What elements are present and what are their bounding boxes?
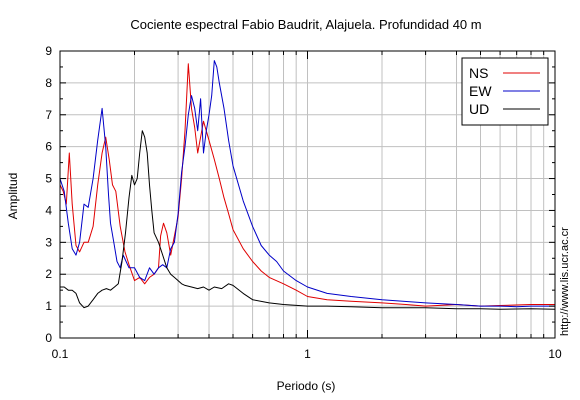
side-url: http://www.lis.ucr.ac.cr — [559, 227, 571, 336]
axis-ticks — [59, 50, 556, 339]
y-tick-label: 3 — [45, 235, 52, 249]
y-tick-label: 9 — [45, 44, 52, 58]
tick-labels: 0.1 1 10 0 1 2 3 4 5 6 7 8 9 — [45, 44, 562, 361]
y-tick-label: 5 — [45, 172, 52, 186]
chart-title: Cociente espectral Fabio Baudrit, Alajue… — [130, 17, 481, 32]
legend: NS EW UD — [461, 57, 549, 126]
series-line-ew — [59, 60, 555, 308]
y-axis-label: Amplitud — [6, 173, 20, 220]
x-tick-label: 1 — [304, 347, 311, 361]
y-tick-label: 0 — [45, 331, 52, 345]
legend-label-ns: NS — [469, 65, 488, 81]
x-tick-label: 0.1 — [52, 347, 69, 361]
y-tick-label: 1 — [45, 299, 52, 313]
legend-label-ud: UD — [469, 101, 489, 117]
x-tick-label: 10 — [548, 347, 562, 361]
y-tick-label: 6 — [45, 140, 52, 154]
series-line-ud — [60, 130, 556, 310]
legend-label-ew: EW — [469, 83, 492, 99]
y-tick-label: 7 — [45, 108, 52, 122]
y-tick-label: 4 — [45, 203, 52, 217]
y-tick-label: 2 — [45, 267, 52, 281]
y-tick-label: 8 — [45, 76, 52, 90]
series-group — [59, 60, 556, 310]
x-axis-label: Periodo (s) — [277, 379, 336, 393]
